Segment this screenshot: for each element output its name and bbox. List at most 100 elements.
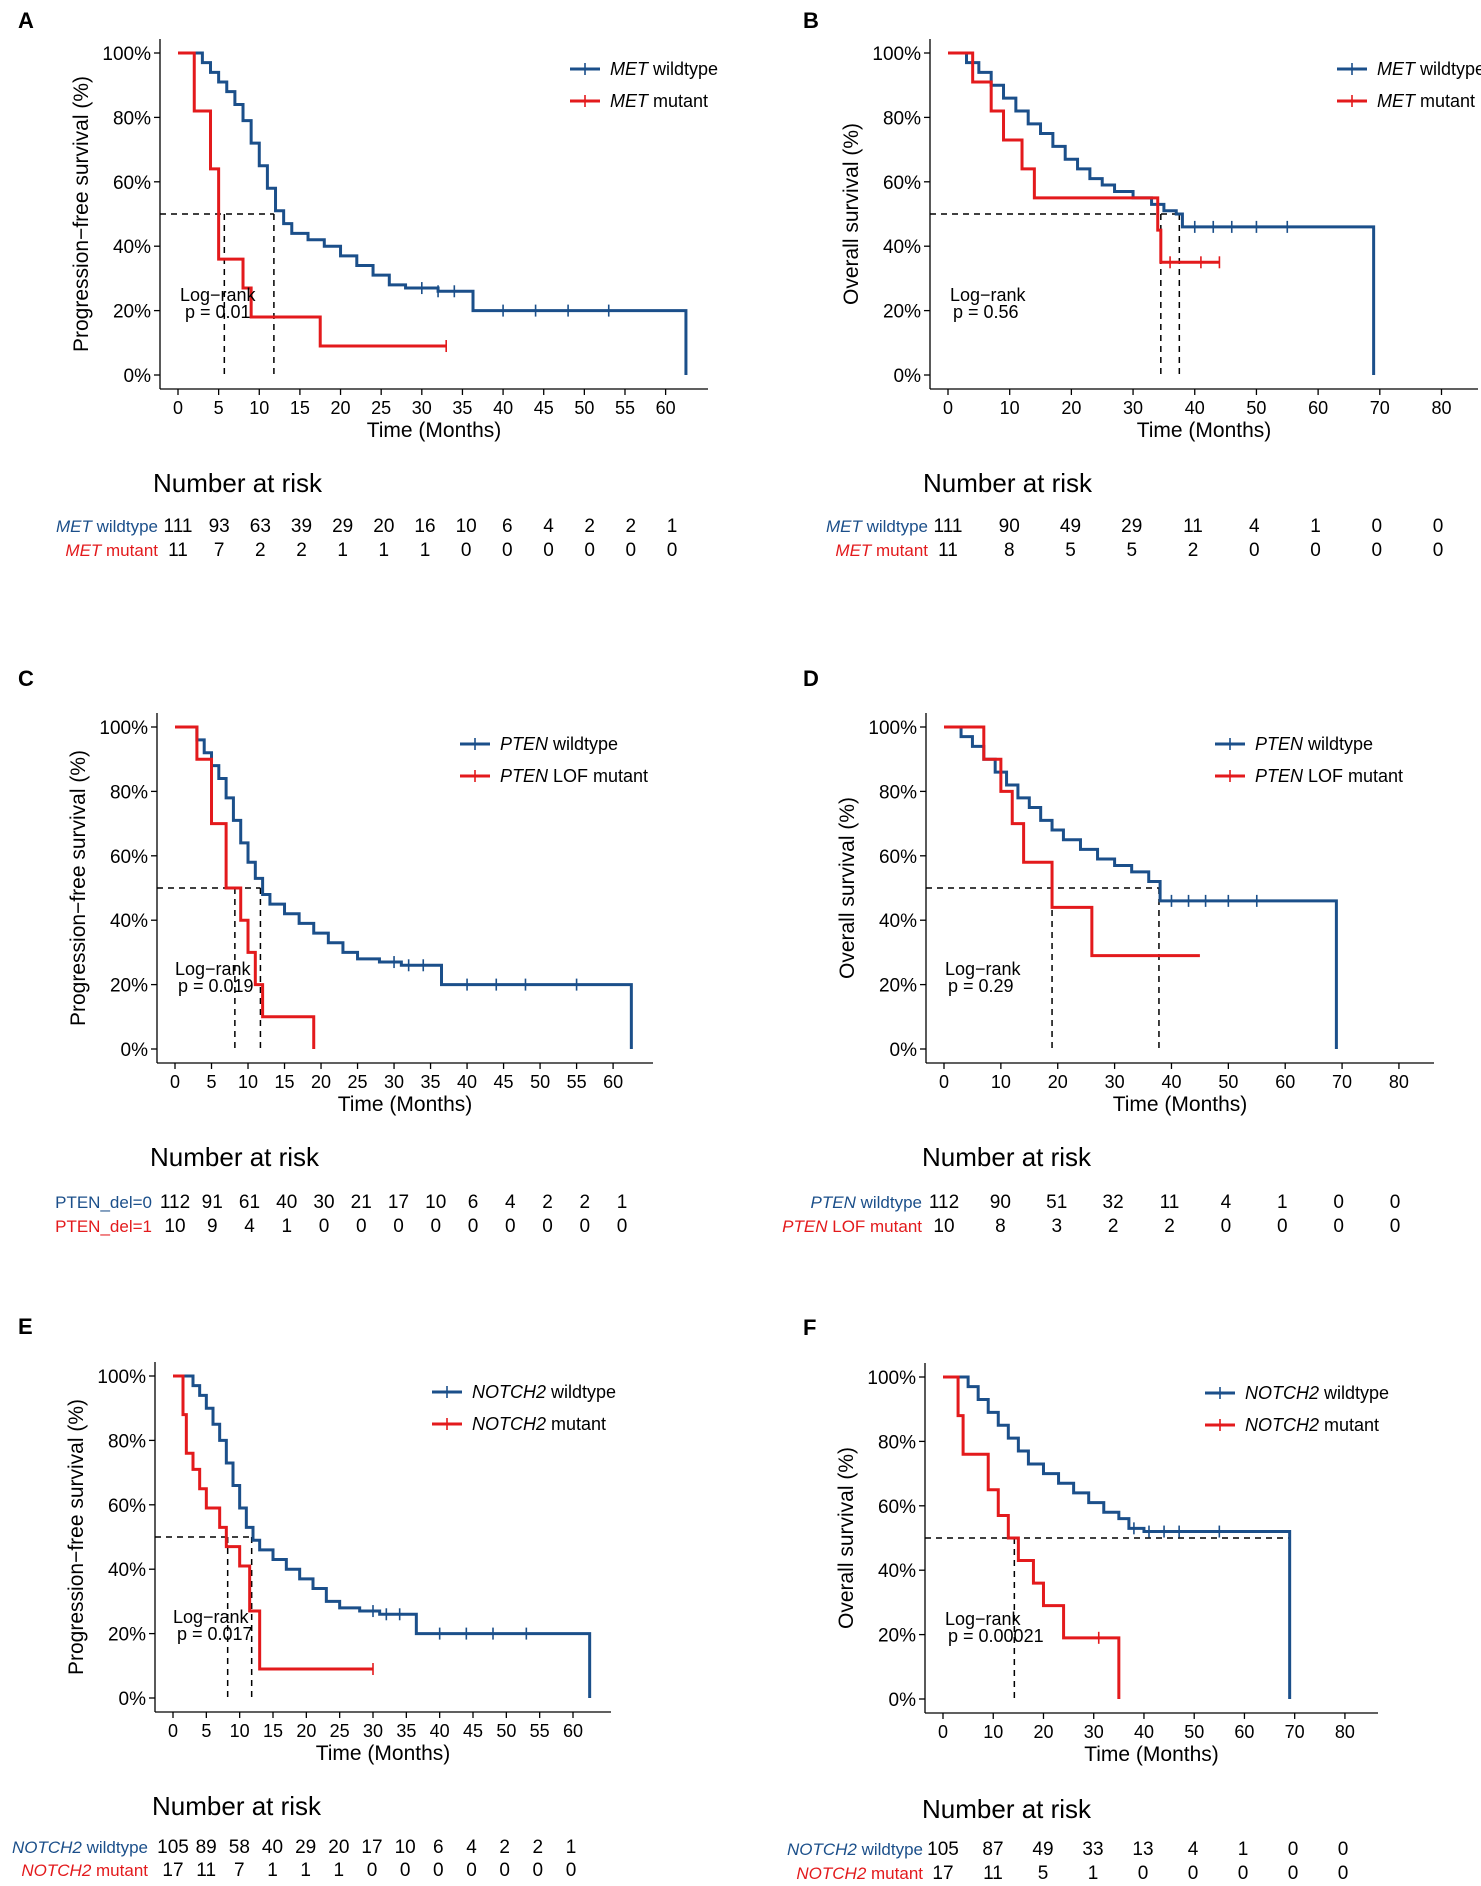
km-curve-mutant bbox=[175, 725, 316, 1049]
y-axis-title: Overall survival (%) bbox=[835, 1447, 858, 1629]
risk-count: 4 bbox=[244, 1216, 255, 1237]
risk-count: 0 bbox=[505, 1216, 516, 1237]
km-curve-mutant bbox=[943, 1375, 1121, 1699]
risk-count: 1 bbox=[617, 1192, 628, 1213]
x-tick-label: 50 bbox=[496, 1721, 516, 1741]
risk-count: 49 bbox=[1032, 1839, 1053, 1860]
x-tick-label: 35 bbox=[396, 1721, 416, 1741]
risk-count: 1 bbox=[281, 1216, 292, 1237]
risk-count: 0 bbox=[1138, 1863, 1149, 1884]
x-tick-label: 55 bbox=[567, 1072, 587, 1092]
risk-count: 0 bbox=[400, 1860, 411, 1881]
x-axis-title: Time (Months) bbox=[338, 1093, 473, 1116]
x-tick-label: 55 bbox=[530, 1721, 550, 1741]
median-lines bbox=[160, 213, 275, 375]
x-tick-label: 30 bbox=[1105, 1072, 1125, 1092]
risk-count: 5 bbox=[1126, 540, 1137, 561]
risk-count: 0 bbox=[1249, 540, 1260, 561]
x-tick-label: 40 bbox=[1134, 1722, 1154, 1742]
km-curve-mutant bbox=[173, 1374, 373, 1671]
panel-letter: F bbox=[803, 1315, 816, 1340]
risk-count: 0 bbox=[499, 1860, 510, 1881]
risk-count: 9 bbox=[207, 1216, 218, 1237]
x-tick-label: 10 bbox=[238, 1072, 258, 1092]
risk-count: 1 bbox=[379, 540, 390, 561]
y-tick-label: 80% bbox=[108, 1431, 146, 1452]
y-tick-label: 20% bbox=[879, 976, 917, 997]
risk-count: 39 bbox=[291, 516, 312, 537]
risk-count: 11 bbox=[1183, 516, 1203, 537]
x-tick-label: 45 bbox=[494, 1072, 514, 1092]
panel-letter: B bbox=[803, 8, 819, 33]
risk-count: 0 bbox=[356, 1216, 367, 1237]
y-tick-label: 20% bbox=[113, 302, 151, 323]
x-tick-label: 0 bbox=[170, 1072, 180, 1092]
risk-count: 8 bbox=[1004, 540, 1015, 561]
x-tick-label: 30 bbox=[412, 398, 432, 418]
x-tick-label: 60 bbox=[656, 398, 676, 418]
risk-count: 10 bbox=[933, 1216, 954, 1237]
x-tick-label: 60 bbox=[1308, 398, 1328, 418]
panel-d: D 0%20%40%60%80%100%0 10 20 30 40 50 60 70 80Time… bbox=[782, 666, 1434, 1237]
panel-letter: C bbox=[18, 666, 34, 691]
risk-count: 2 bbox=[255, 540, 266, 561]
x-tick-label: 0 bbox=[938, 1722, 948, 1742]
panel-letter: A bbox=[18, 8, 34, 33]
series-mutant bbox=[175, 725, 316, 1049]
risk-count: 0 bbox=[1288, 1839, 1299, 1860]
legend-label-wildtype: NOTCH2 wildtype bbox=[472, 1382, 616, 1402]
panel-b: B0%20%40%60%80%100%0 10 20 30 40 50 60 70 80Time… bbox=[803, 8, 1481, 561]
axes: 0% 20% 40% 60% 80% 100% 0 5 10 15 20 25 30 35 40 45 50 55… bbox=[70, 39, 708, 442]
x-tick-label: 25 bbox=[348, 1072, 368, 1092]
x-tick-label: 50 bbox=[530, 1072, 550, 1092]
km-curve-mutant bbox=[944, 725, 1200, 958]
risk-table: Number at risk MET wildtype 111 90 49 29 11 4 1 0… bbox=[826, 468, 1443, 561]
y-tick-label: 20% bbox=[878, 1626, 916, 1647]
risk-count: 49 bbox=[1060, 516, 1081, 537]
risk-row-label-wildtype: NOTCH2 wildtype bbox=[787, 1840, 923, 1859]
y-tick-label: 100% bbox=[868, 718, 917, 739]
pvalue-label: p = 0.01 bbox=[185, 302, 251, 322]
risk-count: 0 bbox=[1338, 1839, 1349, 1860]
risk-count: 0 bbox=[579, 1216, 590, 1237]
legend: NOTCH2 wildtype NOTCH2 mutant bbox=[1205, 1383, 1389, 1435]
y-tick-label: 0% bbox=[889, 1690, 917, 1711]
logrank-label: Log−rank bbox=[180, 285, 257, 305]
x-tick-label: 60 bbox=[603, 1072, 623, 1092]
legend: NOTCH2 wildtype NOTCH2 mutant bbox=[432, 1382, 616, 1434]
risk-row-label-mutant: PTEN LOF mutant bbox=[782, 1217, 922, 1236]
x-tick-label: 20 bbox=[296, 1721, 316, 1741]
x-tick-label: 60 bbox=[1275, 1072, 1295, 1092]
risk-table-title: Number at risk bbox=[922, 1794, 1092, 1824]
risk-count: 10 bbox=[395, 1837, 416, 1858]
x-tick-label: 45 bbox=[463, 1721, 483, 1741]
x-tick-label: 50 bbox=[1246, 398, 1266, 418]
risk-count: 4 bbox=[1249, 516, 1260, 537]
pvalue-label: p = 0.56 bbox=[953, 302, 1019, 322]
risk-count: 87 bbox=[982, 1839, 1003, 1860]
risk-row-label-mutant: NOTCH2 mutant bbox=[796, 1864, 923, 1883]
risk-count: 20 bbox=[373, 516, 394, 537]
legend: PTEN wildtype PTEN LOF mutant bbox=[1215, 734, 1403, 786]
risk-count: 0 bbox=[1188, 1863, 1199, 1884]
series-mutant bbox=[944, 725, 1200, 958]
panel-letter: D bbox=[803, 666, 819, 691]
risk-count: 0 bbox=[1333, 1216, 1344, 1237]
x-tick-label: 10 bbox=[983, 1722, 1003, 1742]
legend-label-mutant: MET mutant bbox=[610, 91, 708, 111]
risk-count: 1 bbox=[1088, 1863, 1099, 1884]
axes: 0% 20% 40% 60% 80% 100% 0 10 20 30 40 50 60 70 80 Time … bbox=[836, 713, 1434, 1116]
y-tick-label: 60% bbox=[113, 173, 151, 194]
risk-count: 0 bbox=[584, 540, 595, 561]
risk-count: 0 bbox=[1310, 540, 1321, 561]
risk-count: 0 bbox=[319, 1216, 330, 1237]
risk-count: 2 bbox=[579, 1192, 590, 1213]
risk-count: 11 bbox=[938, 540, 958, 561]
risk-count: 20 bbox=[328, 1837, 349, 1858]
risk-count: 0 bbox=[1433, 540, 1444, 561]
logrank-label: Log−rank bbox=[175, 959, 252, 979]
x-tick-label: 40 bbox=[457, 1072, 477, 1092]
panel-c: C0%20%40%60%80%100%0 5 10 15 20 25 30 35 40 45 50 5… bbox=[18, 666, 653, 1237]
